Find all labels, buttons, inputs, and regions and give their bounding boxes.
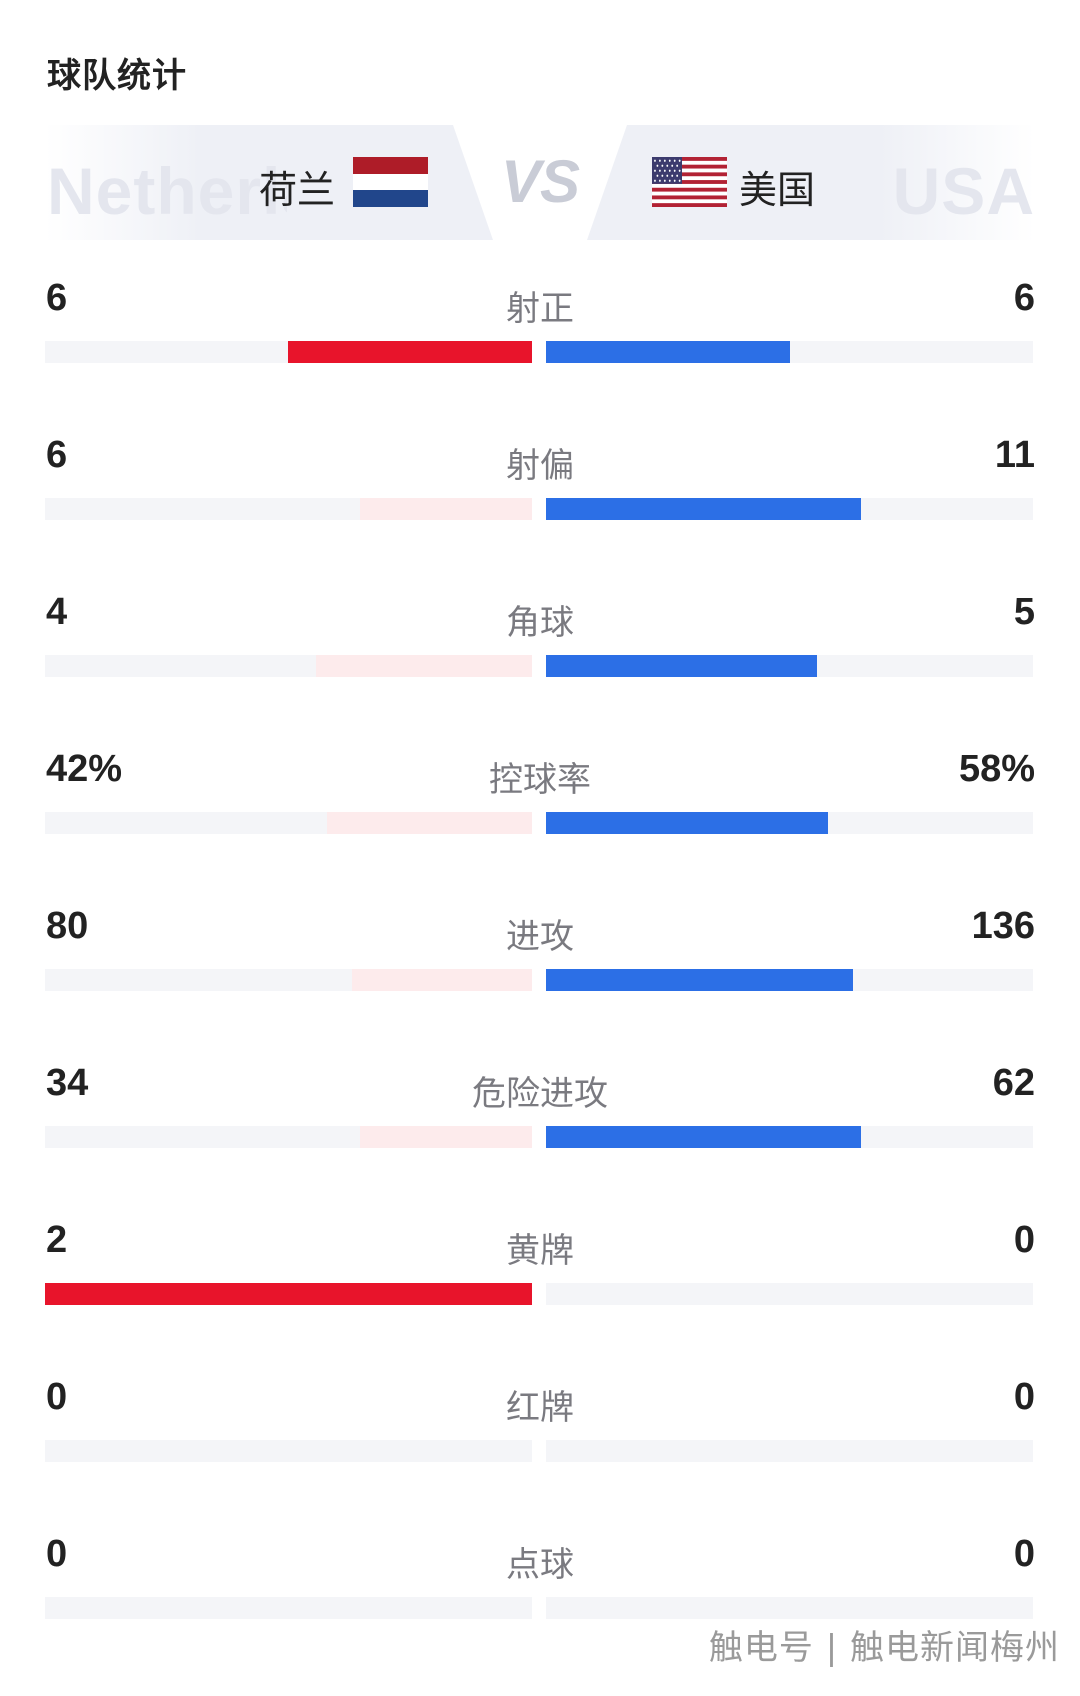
home-stat-value: 6 <box>46 434 68 476</box>
away-stat-value: 0 <box>1013 1533 1035 1575</box>
home-bar-track <box>45 1283 532 1305</box>
away-bar-fill <box>546 969 853 991</box>
home-bar-fill <box>327 812 532 834</box>
stat-label: 危险进攻 <box>472 1075 608 1113</box>
away-stat-value: 62 <box>992 1062 1035 1104</box>
away-stat-value: 6 <box>1013 277 1035 319</box>
home-bar-fill <box>316 655 532 677</box>
usa-flag-icon <box>652 157 727 207</box>
stat-row: 34 危险进攻 62 <box>0 1062 1080 1202</box>
netherlands-flag-icon <box>353 157 428 207</box>
away-bar-track <box>546 969 1033 991</box>
stat-row: 0 红牌 0 <box>0 1376 1080 1516</box>
stat-row: 0 点球 0 <box>0 1533 1080 1673</box>
stat-row: 80 进攻 136 <box>0 905 1080 1045</box>
home-bar-track <box>45 1440 532 1462</box>
home-bar-track <box>45 655 532 677</box>
home-stat-value: 42% <box>46 748 123 790</box>
home-stat-value: 34 <box>46 1062 89 1104</box>
source-watermark: 触电号 | 触电新闻梅州 <box>708 1628 1060 1668</box>
away-team-name: 美国 <box>739 170 816 212</box>
away-bar-track <box>546 1597 1033 1619</box>
home-team-ghost-name: Netherlands <box>47 154 287 228</box>
stat-row: 6 射正 6 <box>0 277 1080 417</box>
stat-row: 42% 控球率 58% <box>0 748 1080 888</box>
vs-label: VS <box>500 148 580 215</box>
away-stat-value: 5 <box>1013 591 1035 633</box>
home-bar-track <box>45 1597 532 1619</box>
stat-label: 红牌 <box>506 1389 574 1427</box>
stat-row: 4 角球 5 <box>0 591 1080 731</box>
away-bar-track <box>546 1283 1033 1305</box>
away-bar-track <box>546 655 1033 677</box>
away-stat-value: 58% <box>958 748 1035 790</box>
home-bar-fill <box>288 341 532 363</box>
stat-label: 进攻 <box>506 918 574 956</box>
stat-row: 6 射偏 11 <box>0 434 1080 574</box>
stat-row: 2 黄牌 0 <box>0 1219 1080 1359</box>
away-stat-value: 136 <box>971 905 1035 947</box>
home-bar-fill <box>45 1283 532 1305</box>
away-bar-track <box>546 812 1033 834</box>
away-bar-fill <box>546 1126 861 1148</box>
away-bar-fill <box>546 655 817 677</box>
home-bar-track <box>45 969 532 991</box>
home-bar-fill <box>360 498 532 520</box>
home-team-name: 荷兰 <box>259 170 336 212</box>
stat-label: 控球率 <box>489 761 591 799</box>
home-stat-value: 0 <box>46 1533 68 1575</box>
home-stat-value: 4 <box>46 591 68 633</box>
home-bar-track <box>45 812 532 834</box>
away-stat-value: 0 <box>1013 1376 1035 1418</box>
away-bar-track <box>546 498 1033 520</box>
home-bar-fill <box>352 969 532 991</box>
home-stat-value: 6 <box>46 277 68 319</box>
away-bar-fill <box>546 812 828 834</box>
away-bar-track <box>546 341 1033 363</box>
home-bar-track <box>45 341 532 363</box>
home-stat-value: 0 <box>46 1376 68 1418</box>
home-bar-track <box>45 1126 532 1148</box>
stat-label: 射偏 <box>506 447 574 485</box>
away-bar-track <box>546 1440 1033 1462</box>
stat-label: 角球 <box>506 604 574 642</box>
away-stat-value: 0 <box>1013 1219 1035 1261</box>
home-bar-fill <box>360 1126 532 1148</box>
away-bar-fill <box>546 341 790 363</box>
stat-label: 黄牌 <box>506 1232 574 1270</box>
stat-label: 射正 <box>506 290 574 328</box>
away-team-ghost-name: USA <box>892 154 1035 228</box>
home-bar-track <box>45 498 532 520</box>
stat-label: 点球 <box>506 1546 574 1584</box>
away-stat-value: 11 <box>994 434 1035 476</box>
match-header: Netherlands USA 荷兰 VS 美国 <box>45 125 1035 240</box>
home-stat-value: 2 <box>46 1219 68 1261</box>
away-bar-fill <box>546 498 861 520</box>
page-title: 球队统计 <box>47 57 187 95</box>
home-stat-value: 80 <box>46 905 89 947</box>
away-bar-track <box>546 1126 1033 1148</box>
